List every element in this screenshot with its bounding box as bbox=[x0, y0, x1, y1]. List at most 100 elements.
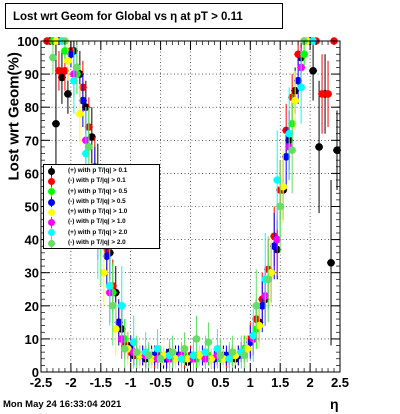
data-point bbox=[61, 47, 69, 55]
data-point bbox=[177, 354, 186, 363]
data-point bbox=[129, 338, 138, 347]
data-point bbox=[252, 302, 261, 310]
data-point bbox=[64, 57, 72, 65]
legend-label: (-) with p T/|q| > 0.5 bbox=[68, 197, 126, 205]
y-tick-label: 100 bbox=[17, 34, 39, 49]
data-point bbox=[315, 143, 323, 151]
y-tick-label: 40 bbox=[25, 233, 39, 248]
data-point bbox=[49, 53, 57, 62]
data-point bbox=[195, 351, 204, 360]
data-point bbox=[282, 153, 290, 161]
data-point bbox=[117, 302, 126, 310]
data-point bbox=[285, 129, 293, 138]
data-point bbox=[204, 338, 213, 347]
data-point bbox=[294, 76, 302, 85]
data-point bbox=[279, 182, 287, 191]
data-point bbox=[70, 76, 78, 85]
data-point bbox=[79, 96, 87, 105]
x-tick-label: -1.5 bbox=[90, 375, 112, 390]
x-tick-label: 1 bbox=[247, 375, 254, 390]
legend-marker bbox=[48, 208, 55, 216]
data-point bbox=[309, 66, 317, 75]
y-tick-label: 90 bbox=[25, 67, 39, 82]
legend-label: (+) with p T/|q| > 0.5 bbox=[68, 187, 128, 195]
data-point bbox=[111, 325, 120, 333]
data-point bbox=[291, 96, 299, 105]
data-point bbox=[168, 348, 177, 356]
legend: (+) with p T/|q| > 0.1 (-) with p T/|q| >… bbox=[43, 164, 160, 249]
data-point bbox=[228, 348, 237, 356]
data-point bbox=[333, 146, 341, 155]
legend-entry: (-) with p T/|q| > 0.1 bbox=[44, 176, 159, 187]
y-tick-label: 80 bbox=[25, 100, 39, 115]
data-point bbox=[67, 50, 75, 59]
data-point bbox=[201, 348, 210, 356]
data-point bbox=[132, 348, 141, 356]
legend-entry: (+) with p T/|q| > 0.5 bbox=[44, 186, 159, 197]
legend-label: (+) with p T/|q| > 1.0 bbox=[68, 208, 128, 216]
data-point bbox=[52, 119, 60, 128]
x-tick-label: -1 bbox=[125, 375, 137, 390]
data-point bbox=[216, 351, 225, 360]
chart-title: Lost wrt Geom for Global vs η at pT > 0.… bbox=[5, 3, 283, 29]
x-tick-label: -2 bbox=[65, 375, 77, 390]
data-point bbox=[88, 133, 96, 141]
legend-label: (-) with p T/|q| > 2.0 bbox=[68, 239, 126, 247]
y-tick-label: 30 bbox=[25, 266, 39, 281]
y-tick-label: 70 bbox=[25, 133, 39, 148]
data-point bbox=[258, 302, 267, 310]
data-point bbox=[156, 354, 165, 363]
x-tick-label: -2.5 bbox=[30, 375, 52, 390]
y-tick-label: 50 bbox=[25, 200, 39, 215]
data-point bbox=[144, 351, 153, 360]
data-point bbox=[327, 258, 335, 267]
legend-entry: (+) with p T/|q| > 2.0 bbox=[44, 227, 159, 239]
data-point bbox=[82, 149, 90, 158]
y-tick-label: 0 bbox=[32, 365, 39, 380]
legend-label: (+) with p T/|q| > 0.1 bbox=[68, 167, 128, 174]
legend-label: (-) with p T/|q| > 1.0 bbox=[68, 218, 126, 226]
data-point bbox=[207, 354, 216, 363]
data-point bbox=[189, 351, 198, 360]
data-point bbox=[324, 90, 332, 98]
legend-marker bbox=[48, 188, 55, 196]
x-tick-label: 0.5 bbox=[211, 375, 229, 390]
axis-tick-labels: -2.5 -2 -1.5 -1 -0.5 0 0.5 1 1.5 2 2.5 0 10 20 30 40 50 6… bbox=[17, 34, 349, 390]
legend-entry: (-) with p T/|q| > 2.0 bbox=[44, 238, 159, 249]
legend-label: (+) with p T/|q| > 2.0 bbox=[68, 228, 128, 236]
legend-marker bbox=[48, 167, 55, 175]
data-point bbox=[114, 318, 123, 327]
data-point bbox=[192, 335, 201, 343]
x-tick-label: -0.5 bbox=[149, 375, 171, 390]
data-point bbox=[61, 66, 69, 75]
x-tick-label: 2 bbox=[306, 375, 313, 390]
data-point bbox=[213, 345, 222, 353]
legend-marker bbox=[48, 229, 55, 237]
legend-entry: (-) with p T/|q| > 0.5 bbox=[44, 196, 159, 208]
data-point bbox=[273, 235, 282, 244]
data-point bbox=[85, 143, 93, 151]
data-point bbox=[300, 50, 308, 59]
data-point bbox=[99, 268, 108, 277]
data-point bbox=[64, 90, 72, 98]
data-point bbox=[105, 282, 114, 290]
data-point bbox=[273, 176, 282, 184]
data-point bbox=[180, 345, 189, 353]
data-point bbox=[102, 252, 111, 260]
axis-ticks bbox=[40, 40, 341, 373]
y-tick-label: 60 bbox=[25, 166, 39, 181]
legend-marker bbox=[48, 239, 55, 247]
x-axis-label: η bbox=[330, 396, 339, 412]
data-point bbox=[58, 73, 66, 82]
data-point bbox=[171, 354, 180, 363]
data-point bbox=[276, 202, 285, 211]
legend-entry: (+) with p T/|q| > 0.1 bbox=[44, 166, 159, 177]
data-point bbox=[288, 146, 296, 155]
legend-entry: (+) with p T/|q| > 1.0 bbox=[44, 207, 159, 218]
data-point bbox=[243, 345, 252, 353]
legend-marker bbox=[48, 177, 55, 185]
x-tick-label: 0 bbox=[187, 375, 194, 390]
y-axis-label: Lost wrt Geom(%) bbox=[5, 52, 23, 181]
data-point bbox=[108, 302, 117, 310]
legend-marker bbox=[48, 198, 55, 206]
